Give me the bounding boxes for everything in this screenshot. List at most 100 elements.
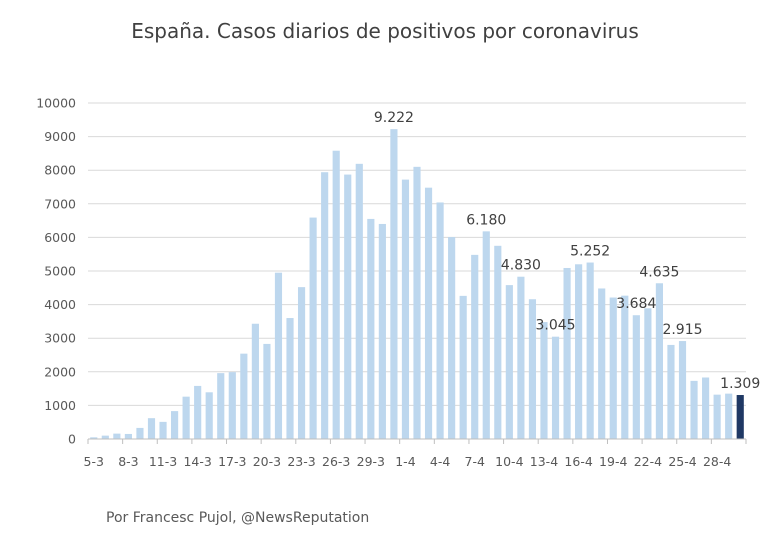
x-tick-label: 23-3 [287,454,315,469]
data-label: 4.830 [501,258,541,274]
bar-12-4 [528,299,537,439]
bar-29-3 [367,218,375,439]
bar-9-3 [136,427,144,439]
bar-13-3 [182,396,190,439]
bar-21-3 [274,272,283,439]
x-tick-label: 8-3 [118,454,138,469]
bar-30-3 [378,223,386,439]
bar-8-4 [482,231,490,439]
y-tick-label: 0 [68,432,76,447]
bar-5-4 [448,237,456,439]
bar-22-3 [286,318,294,439]
y-tick-label: 2000 [44,364,76,379]
bar-21-4 [632,315,640,439]
bar-11-3 [159,421,167,439]
bars [90,129,744,440]
bar-7-4 [471,254,479,439]
x-tick-label: 25-4 [668,454,696,469]
y-tick-label: 10000 [36,96,76,111]
bar-4-4 [436,202,444,439]
x-axis-ticks: 5-3 8-3 11-3 14-3 17-3 20-3 23-3 26-3 29-3 1-4 4-4… [84,439,747,469]
x-tick-label: 4-4 [430,454,450,469]
x-tick-label: 14-3 [183,454,211,469]
bar-28-4 [713,394,721,439]
bar-19-4 [609,297,617,439]
data-label: 6.180 [466,212,506,228]
bar-23-3 [297,287,306,439]
data-label: 2.915 [662,322,702,338]
y-tick-label: 1000 [44,398,76,413]
bar-12-3 [171,411,179,439]
x-tick-label: 11-3 [149,454,177,469]
x-tick-label: 13-4 [530,454,558,469]
x-tick-label: 7-4 [465,454,485,469]
x-tick-label: 19-4 [599,454,627,469]
chart-title: España. Casos diarios de positivos por c… [131,19,639,43]
bar-7-3 [113,433,121,439]
bar-24-3 [309,217,317,439]
y-axis-ticks: 0 1000 2000 3000 4000 5000 6000 7000 8000 9000 100… [36,96,76,447]
bar-2-4 [413,166,421,439]
data-label: 4.635 [639,264,679,280]
bar-6-3 [101,435,109,439]
y-tick-label: 3000 [44,331,76,346]
bar-30-4 [736,395,744,439]
bar-31-3 [390,129,398,439]
y-tick-label: 4000 [44,297,76,312]
bar-29-4 [725,393,733,439]
bar-27-3 [344,174,352,439]
bar-10-4 [505,285,513,439]
data-labels: 9.222 6.180 4.830 3.045 5.252 3.684 4.635 2.915… [374,110,760,392]
bar-5-3 [90,437,98,439]
bar-16-4 [575,264,583,439]
x-tick-label: 20-3 [253,454,281,469]
bar-23-4 [655,283,663,439]
bar-18-3 [240,353,248,439]
y-tick-label: 8000 [44,163,76,178]
x-tick-label: 22-4 [634,454,662,469]
x-tick-label: 10-4 [495,454,523,469]
y-tick-label: 9000 [44,129,76,144]
bar-20-3 [263,343,271,439]
bar-14-3 [194,385,202,439]
x-tick-label: 17-3 [218,454,246,469]
bar-24-4 [667,344,675,439]
bar-25-4 [678,341,687,439]
x-tick-label: 26-3 [322,454,350,469]
bar-10-3 [147,418,156,439]
data-label: 3.684 [616,296,656,312]
bar-28-3 [355,163,363,440]
bar-18-4 [598,288,606,439]
x-tick-label: 5-3 [84,454,104,469]
bar-14-4 [551,336,560,439]
bar-9-4 [494,245,502,439]
bar-27-4 [702,377,710,439]
x-tick-label: 29-3 [357,454,385,469]
bar-17-4 [586,262,594,439]
x-tick-label: 16-4 [564,454,592,469]
x-tick-label: 28-4 [703,454,731,469]
data-label: 1.309 [720,376,760,392]
bar-26-3 [332,150,340,439]
y-tick-label: 5000 [44,264,76,279]
bar-26-4 [690,380,698,439]
data-label: 3.045 [535,318,575,334]
bar-1-4 [401,179,410,439]
y-tick-label: 7000 [44,196,76,211]
chart-footer: Por Francesc Pujol, @NewsReputation [106,510,369,526]
data-label: 9.222 [374,110,414,126]
bar-8-3 [124,433,132,439]
y-tick-label: 6000 [44,230,76,245]
bar-20-4 [621,295,629,439]
bar-17-3 [228,372,236,439]
data-label: 5.252 [570,244,610,260]
bar-11-4 [517,276,525,439]
bar-19-3 [251,323,259,439]
bar-22-4 [644,308,652,439]
bar-16-3 [217,373,225,439]
bar-3-4 [424,187,433,439]
x-tick-label: 1-4 [395,454,415,469]
bar-15-3 [205,392,213,439]
bar-25-3 [321,172,329,439]
